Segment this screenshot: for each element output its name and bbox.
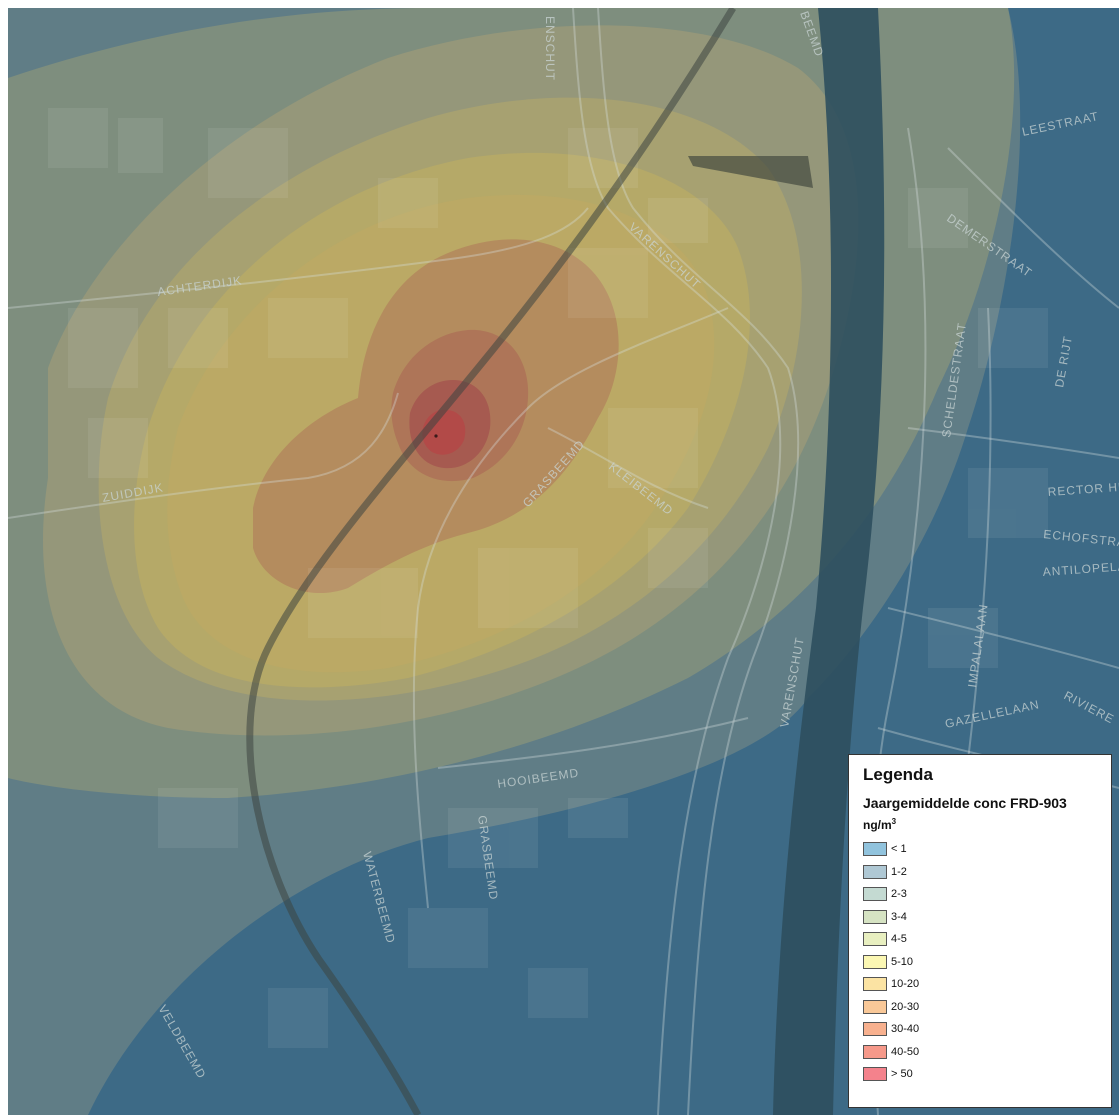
street-label-rector-he: RECTOR HE (1047, 479, 1119, 499)
legend-item-label: 4-5 (891, 933, 907, 946)
map-view[interactable]: ACHTERDIJK ZUIDDIJK VARENSCHUT VARENSCHU… (8, 8, 1119, 1115)
legend-swatch (863, 1022, 887, 1037)
legend-subtitle: Jaargemiddelde conc FRD-903 (863, 795, 1067, 811)
buildings (48, 108, 1048, 1048)
legend-unit-superscript: 3 (891, 817, 897, 826)
legend-unit-text: ng/m (863, 818, 892, 832)
legend-item: 20-30 (863, 996, 1097, 1019)
legend-swatch (863, 977, 887, 992)
legend-unit: ng/m3 (863, 817, 1097, 832)
legend-item-label: 3-4 (891, 910, 907, 923)
map-canvas: ACHTERDIJK ZUIDDIJK VARENSCHUT VARENSCHU… (8, 8, 1119, 1115)
legend-item-label: 30-40 (891, 1023, 920, 1036)
legend-item-label: 10-20 (891, 978, 920, 991)
legend-item: > 50 (863, 1063, 1097, 1086)
legend-swatch (863, 954, 887, 969)
legend-swatch (863, 864, 887, 879)
legend-swatch (863, 932, 887, 947)
legend-item: 4-5 (863, 928, 1097, 951)
legend-swatch (863, 887, 887, 902)
legend-swatch (863, 842, 887, 857)
legend-item-label: 5-10 (891, 955, 914, 968)
legend-item: 3-4 (863, 906, 1097, 929)
legend-classes: < 1 1-2 2-3 3-4 4-5 5-10 10-20 20-30 30-40 40-50 >… (863, 838, 1097, 1086)
street-label-antilopela: ANTILOPELA (1042, 559, 1119, 579)
legend-title: Legenda (863, 765, 933, 784)
source-point (434, 434, 438, 438)
legend-item: < 1 (863, 838, 1097, 861)
street-label-enschut: ENSCHUT (543, 16, 557, 81)
legend-swatch (863, 1067, 887, 1082)
legend-swatch (863, 909, 887, 924)
legend-item-label: > 50 (891, 1068, 913, 1081)
dark-block (688, 156, 813, 188)
legend-item-label: < 1 (891, 843, 907, 856)
legend-item-label: 2-3 (891, 888, 907, 901)
legend-item: 40-50 (863, 1041, 1097, 1064)
legend-item: 30-40 (863, 1018, 1097, 1041)
legend-swatch (863, 1044, 887, 1059)
legend-item-label: 40-50 (891, 1045, 920, 1058)
legend-item-label: 20-30 (891, 1000, 920, 1013)
legend-item: 2-3 (863, 883, 1097, 906)
legend-panel: Legenda Jaargemiddelde conc FRD-903 ng/m… (848, 754, 1112, 1108)
legend-item-label: 1-2 (891, 865, 907, 878)
legend-item: 1-2 (863, 861, 1097, 884)
railway (246, 8, 736, 1115)
legend-item: 10-20 (863, 973, 1097, 996)
legend-swatch (863, 999, 887, 1014)
legend-item: 5-10 (863, 951, 1097, 974)
river (773, 8, 885, 1115)
